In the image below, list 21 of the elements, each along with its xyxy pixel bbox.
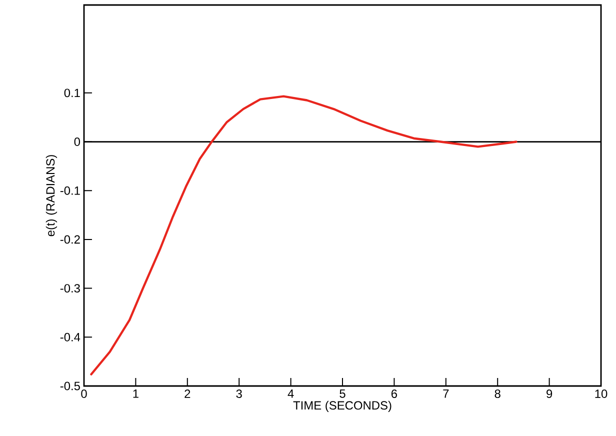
x-tick-label: 3 (236, 390, 242, 398)
y-tick-label: -0.1 (60, 186, 80, 195)
x-tick-label: 2 (184, 390, 190, 398)
y-tick-label: -0.4 (60, 332, 80, 342)
x-tick-label: 0 (81, 390, 87, 398)
y-tick-label: 0.1 (64, 88, 80, 98)
x-tick-label: 8 (494, 390, 500, 398)
y-tick-label: -0.3 (60, 284, 80, 293)
line-series (90, 95, 518, 376)
y-tick-label: -0.2 (60, 235, 80, 244)
x-tick-label: 6 (391, 390, 398, 398)
x-tick-label: 5 (340, 390, 346, 398)
x-axis-title: TIME (SECONDS) (293, 400, 392, 412)
y-tick-label: -0.5 (60, 382, 80, 390)
x-tick-label: 7 (443, 390, 449, 398)
x-tick-label: 10 (595, 390, 608, 398)
x-tick-label: 4 (288, 390, 294, 398)
x-tick-label: 9 (546, 390, 552, 398)
y-tick-label: 0 (74, 138, 80, 146)
y-axis-title: e(t) (RADIANS) (46, 155, 58, 236)
x-tick-label: 1 (133, 390, 138, 398)
